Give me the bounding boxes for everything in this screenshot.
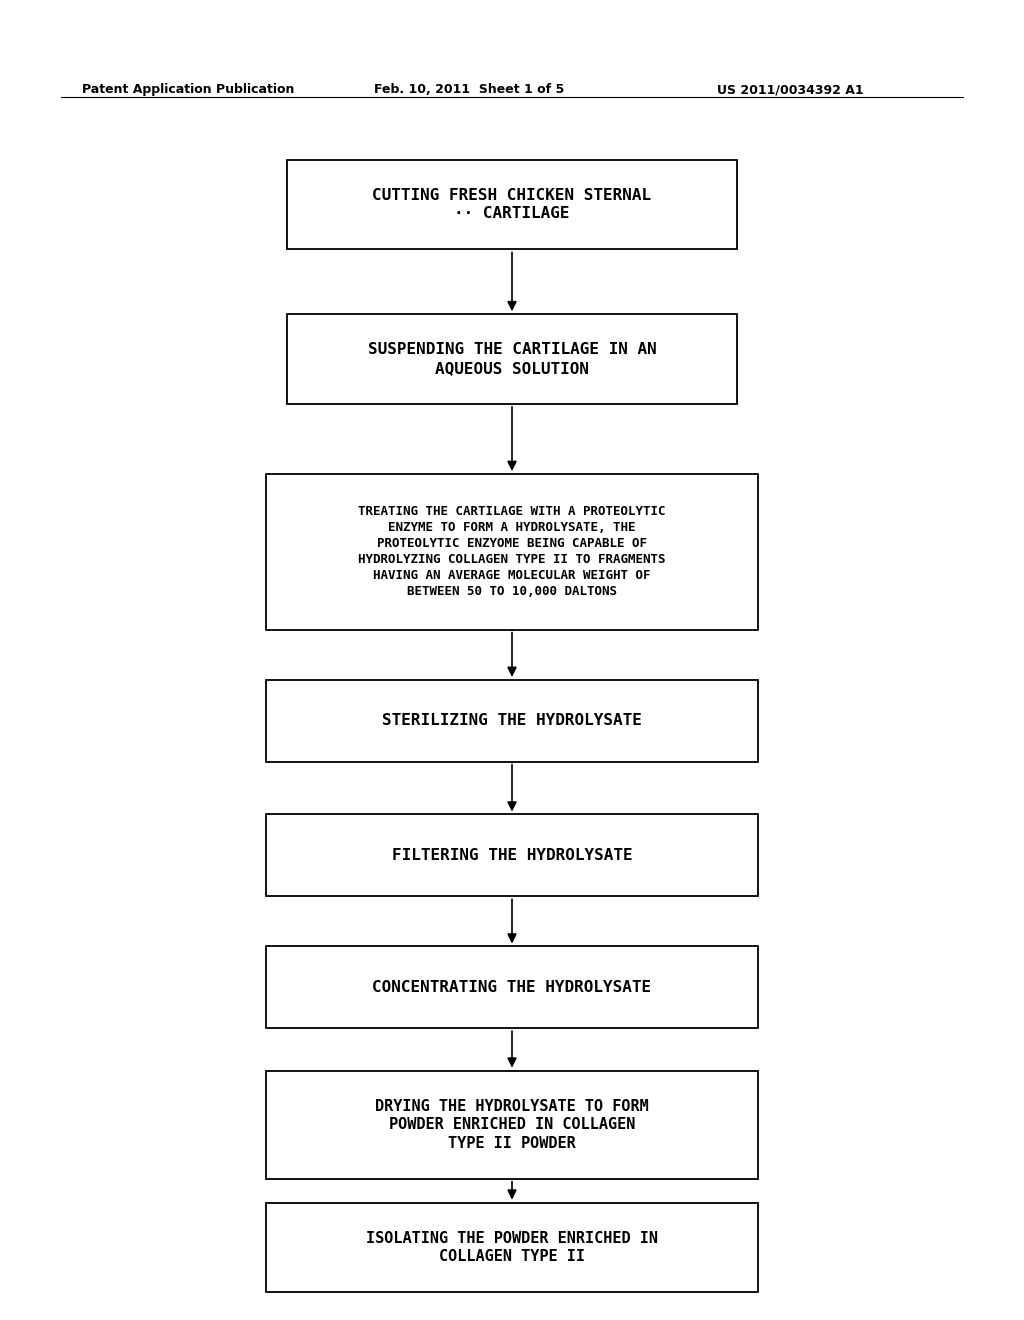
Text: CONCENTRATING THE HYDROLYSATE: CONCENTRATING THE HYDROLYSATE [373,979,651,995]
Text: Patent Application Publication: Patent Application Publication [82,83,294,96]
Text: STERILIZING THE HYDROLYSATE: STERILIZING THE HYDROLYSATE [382,713,642,729]
Text: CUTTING FRESH CHICKEN STERNAL
·· CARTILAGE: CUTTING FRESH CHICKEN STERNAL ·· CARTILA… [373,187,651,222]
FancyBboxPatch shape [266,1071,758,1179]
Text: SUSPENDING THE CARTILAGE IN AN
AQUEOUS SOLUTION: SUSPENDING THE CARTILAGE IN AN AQUEOUS S… [368,342,656,376]
FancyBboxPatch shape [266,1203,758,1292]
FancyBboxPatch shape [287,314,737,404]
Text: DRYING THE HYDROLYSATE TO FORM
POWDER ENRICHED IN COLLAGEN
TYPE II POWDER: DRYING THE HYDROLYSATE TO FORM POWDER EN… [375,1098,649,1151]
FancyBboxPatch shape [287,160,737,249]
FancyBboxPatch shape [266,946,758,1028]
Text: US 2011/0034392 A1: US 2011/0034392 A1 [717,83,863,96]
Text: FILTERING THE HYDROLYSATE: FILTERING THE HYDROLYSATE [392,847,632,863]
Text: Feb. 10, 2011  Sheet 1 of 5: Feb. 10, 2011 Sheet 1 of 5 [374,83,564,96]
FancyBboxPatch shape [266,680,758,762]
FancyBboxPatch shape [266,814,758,896]
Text: ISOLATING THE POWDER ENRICHED IN
COLLAGEN TYPE II: ISOLATING THE POWDER ENRICHED IN COLLAGE… [366,1230,658,1265]
FancyBboxPatch shape [266,474,758,630]
Text: TREATING THE CARTILAGE WITH A PROTEOLYTIC
ENZYME TO FORM A HYDROLYSATE, THE
PROT: TREATING THE CARTILAGE WITH A PROTEOLYTI… [358,506,666,598]
